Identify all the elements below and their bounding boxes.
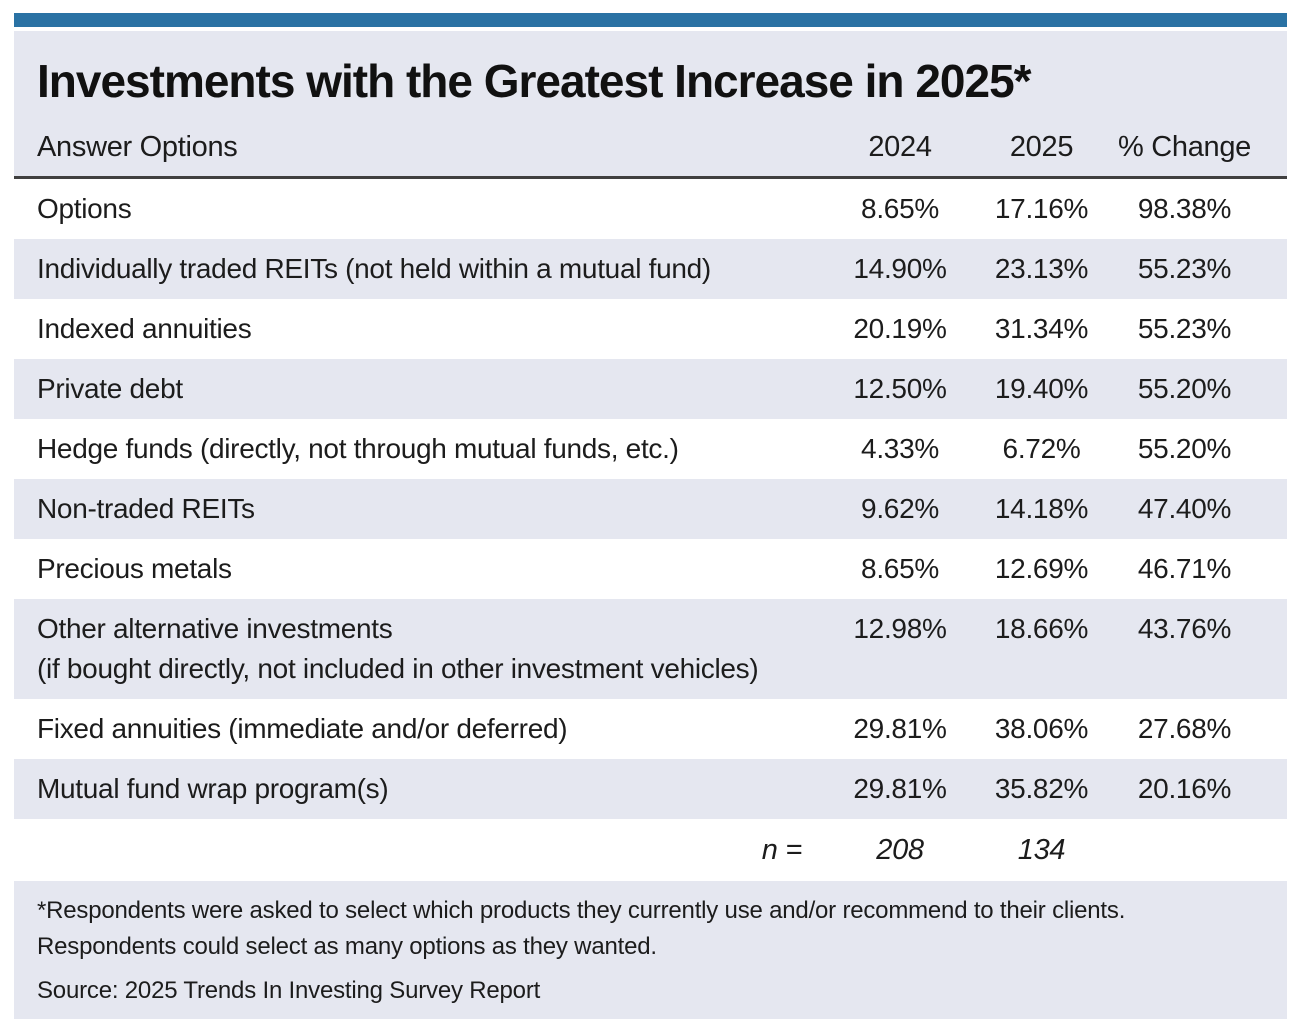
value-2024: 8.65% <box>861 553 939 584</box>
value-2025: 31.34% <box>994 313 1089 344</box>
top-accent-bar <box>14 13 1287 27</box>
table-panel: Investments with the Greatest Increase i… <box>14 31 1287 1019</box>
value-2024: 9.62% <box>861 493 939 524</box>
n-2024: 208 <box>876 833 924 866</box>
value-2024: 4.33% <box>861 433 939 464</box>
figure-table-card: Investments with the Greatest Increase i… <box>14 13 1287 1019</box>
value-pct-change: 27.68% <box>1137 713 1232 744</box>
value-2025: 6.72% <box>1002 433 1081 464</box>
column-header-answer-options: Answer Options <box>37 131 238 163</box>
figure-title: Investments with the Greatest Increase i… <box>37 55 1032 107</box>
row-label: Non-traded REITs <box>37 493 255 524</box>
column-header-2025: 2025 <box>1009 131 1074 163</box>
n-2025: 134 <box>1017 833 1066 866</box>
sample-size-row: n = 208 134 <box>14 819 1287 881</box>
table-row: Mutual fund wrap program(s) 29.81% 35.82… <box>14 759 1287 819</box>
row-label: Precious metals <box>37 553 232 584</box>
row-label: Indexed annuities <box>37 313 252 344</box>
column-header-pct-change: % Change <box>1117 131 1252 163</box>
value-pct-change: 55.23% <box>1137 313 1232 344</box>
table-row: Non-traded REITs 9.62% 14.18% 47.40% <box>14 479 1287 539</box>
table-row: Other alternative investments (if bought… <box>14 599 1287 699</box>
n-equals-label: n = <box>761 833 803 866</box>
value-2024: 20.19% <box>853 313 947 344</box>
value-2025: 23.13% <box>994 253 1089 284</box>
value-pct-change: 55.23% <box>1137 253 1232 284</box>
table-row: Private debt 12.50% 19.40% 55.20% <box>14 359 1287 419</box>
source-line: Source: 2025 Trends In Investing Survey … <box>37 977 541 1004</box>
value-2025: 38.06% <box>994 713 1089 744</box>
value-2024: 8.65% <box>861 193 939 224</box>
value-2025: 18.66% <box>994 613 1089 644</box>
table-row: Options 8.65% 17.16% 98.38% <box>14 179 1287 239</box>
value-2024: 29.81% <box>853 773 947 804</box>
footnote-block: *Respondents were asked to select which … <box>14 881 1287 1019</box>
value-2024: 14.90% <box>853 253 947 284</box>
value-pct-change: 47.40% <box>1137 493 1232 524</box>
table-header-row: Answer Options 2024 2025 % Change <box>14 119 1287 179</box>
footnote-line-2: Respondents could select as many options… <box>37 933 657 960</box>
table-row: Indexed annuities 20.19% 31.34% 55.23% <box>14 299 1287 359</box>
value-2025: 14.18% <box>994 493 1089 524</box>
row-label: Fixed annuities (immediate and/or deferr… <box>37 713 568 744</box>
row-label: Other alternative investments (if bought… <box>37 613 759 684</box>
row-label: Options <box>37 193 132 224</box>
value-2024: 29.81% <box>853 713 947 744</box>
table-row: Individually traded REITs (not held with… <box>14 239 1287 299</box>
row-label: Mutual fund wrap program(s) <box>37 773 389 804</box>
value-pct-change: 55.20% <box>1137 373 1232 404</box>
column-header-2024: 2024 <box>868 131 932 163</box>
value-2025: 17.16% <box>994 193 1089 224</box>
value-pct-change: 98.38% <box>1137 193 1232 224</box>
value-pct-change: 20.16% <box>1137 773 1232 804</box>
table-row: Precious metals 8.65% 12.69% 46.71% <box>14 539 1287 599</box>
footnote-line-1: *Respondents were asked to select which … <box>37 897 1126 924</box>
value-pct-change: 55.20% <box>1137 433 1232 464</box>
table-row: Fixed annuities (immediate and/or deferr… <box>14 699 1287 759</box>
value-2025: 19.40% <box>994 373 1089 404</box>
value-2025: 12.69% <box>994 553 1089 584</box>
value-pct-change: 43.76% <box>1137 613 1232 644</box>
value-2024: 12.98% <box>853 613 947 644</box>
value-2024: 12.50% <box>853 373 947 404</box>
value-2025: 35.82% <box>994 773 1089 804</box>
table-row: Hedge funds (directly, not through mutua… <box>14 419 1287 479</box>
row-label: Private debt <box>37 373 183 404</box>
value-pct-change: 46.71% <box>1137 553 1232 584</box>
row-label: Hedge funds (directly, not through mutua… <box>37 433 679 464</box>
row-label: Individually traded REITs (not held with… <box>37 253 711 284</box>
